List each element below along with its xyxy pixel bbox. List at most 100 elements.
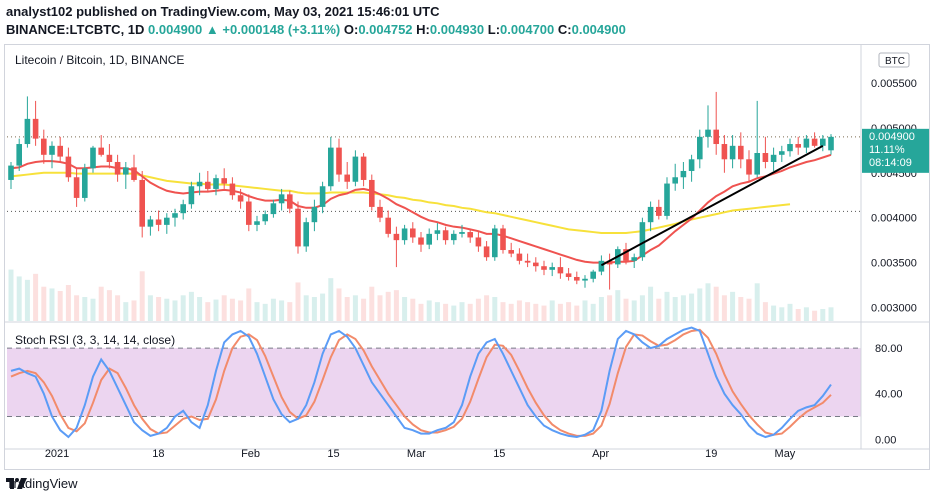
candle-body[interactable]: [106, 154, 113, 162]
chart-canvas[interactable]: Litecoin / Bitcoin, 1D, BINANCE Stoch RS…: [5, 45, 929, 469]
candle-body[interactable]: [262, 214, 268, 222]
candle-body[interactable]: [656, 206, 662, 216]
candle-body[interactable]: [770, 154, 777, 162]
candle-body[interactable]: [459, 232, 465, 234]
candle-body[interactable]: [820, 138, 826, 146]
candle-body[interactable]: [401, 228, 408, 241]
candle-body[interactable]: [221, 178, 227, 184]
candle-body[interactable]: [172, 213, 178, 218]
candle-body[interactable]: [672, 177, 678, 184]
candle-body[interactable]: [147, 219, 154, 227]
candle-body[interactable]: [713, 129, 719, 145]
candle-body[interactable]: [98, 147, 104, 155]
candle-body[interactable]: [303, 222, 309, 247]
trend-line[interactable]: [600, 144, 824, 267]
candle-body[interactable]: [246, 201, 252, 225]
candle-body[interactable]: [237, 195, 244, 202]
candle-body[interactable]: [360, 156, 367, 180]
candle-body[interactable]: [492, 228, 498, 258]
candle-body[interactable]: [475, 237, 482, 247]
candle-body[interactable]: [90, 147, 96, 169]
candle-body[interactable]: [582, 278, 588, 281]
candle-body[interactable]: [278, 194, 285, 204]
candle-body[interactable]: [196, 181, 203, 187]
candle-body[interactable]: [114, 161, 121, 175]
candle-body[interactable]: [336, 147, 342, 175]
candle-body[interactable]: [229, 183, 236, 196]
candle-body[interactable]: [631, 257, 637, 261]
candle-body[interactable]: [664, 183, 670, 216]
candle-body[interactable]: [746, 159, 752, 175]
candle-body[interactable]: [811, 138, 818, 146]
candle-body[interactable]: [73, 177, 80, 198]
candle-body[interactable]: [139, 179, 145, 227]
candle-body[interactable]: [705, 129, 711, 137]
tradingview-footer[interactable]: TradingView: [6, 476, 78, 491]
candle-body[interactable]: [697, 136, 703, 160]
candle-body[interactable]: [483, 246, 490, 258]
candle-body[interactable]: [549, 267, 555, 270]
candle-body[interactable]: [524, 260, 531, 263]
candle-body[interactable]: [565, 273, 572, 277]
candle-body[interactable]: [213, 178, 219, 189]
candle-body[interactable]: [205, 181, 211, 189]
candle-body[interactable]: [451, 233, 457, 241]
candle-body[interactable]: [779, 151, 785, 155]
candle-body[interactable]: [41, 138, 47, 155]
candle-body[interactable]: [254, 221, 260, 225]
candle-body[interactable]: [82, 168, 88, 198]
candle-body[interactable]: [385, 217, 391, 234]
candle-body[interactable]: [729, 145, 736, 160]
candle-body[interactable]: [828, 136, 834, 151]
candle-body[interactable]: [738, 145, 744, 160]
candle-body[interactable]: [24, 118, 31, 145]
candle-body[interactable]: [426, 233, 432, 245]
candle-body[interactable]: [188, 186, 195, 205]
candle-body[interactable]: [680, 170, 687, 178]
candle-body[interactable]: [688, 159, 695, 171]
candle-body[interactable]: [590, 271, 596, 279]
candle-body[interactable]: [16, 144, 22, 166]
candle-body[interactable]: [352, 156, 359, 182]
candle-body[interactable]: [598, 260, 605, 272]
candle-body[interactable]: [57, 145, 63, 157]
candle-body[interactable]: [623, 249, 629, 261]
candle-body[interactable]: [377, 206, 383, 218]
candle-body[interactable]: [131, 167, 137, 180]
candle-body[interactable]: [721, 144, 728, 160]
candle-body[interactable]: [787, 144, 793, 152]
candle-body[interactable]: [467, 232, 473, 238]
price-pane[interactable]: Litecoin / Bitcoin, 1D, BINANCE: [7, 53, 861, 321]
candle-body[interactable]: [557, 267, 564, 274]
candle-body[interactable]: [574, 276, 580, 281]
candle-body[interactable]: [344, 174, 350, 182]
candle-body[interactable]: [155, 219, 162, 225]
candle-body[interactable]: [508, 250, 514, 254]
candle-body[interactable]: [803, 138, 810, 148]
candle-body[interactable]: [762, 153, 769, 162]
candle-body[interactable]: [8, 165, 14, 180]
candle-body[interactable]: [319, 186, 326, 207]
candle-body[interactable]: [418, 237, 424, 245]
candle-body[interactable]: [516, 253, 523, 261]
candle-body[interactable]: [49, 145, 55, 155]
candle-body[interactable]: [639, 222, 646, 258]
candle-body[interactable]: [180, 204, 186, 214]
candle-body[interactable]: [295, 208, 301, 247]
currency-badge[interactable]: [878, 52, 910, 68]
candle-body[interactable]: [541, 266, 547, 270]
candle-body[interactable]: [369, 179, 375, 207]
candle-body[interactable]: [311, 206, 318, 223]
candle-body[interactable]: [606, 260, 613, 265]
candle-body[interactable]: [434, 230, 441, 234]
candle-body[interactable]: [123, 167, 129, 175]
candle-body[interactable]: [393, 233, 400, 241]
candle-body[interactable]: [754, 153, 760, 175]
candle-body[interactable]: [410, 228, 416, 238]
candle-body[interactable]: [795, 144, 801, 148]
chart-frame[interactable]: Litecoin / Bitcoin, 1D, BINANCE Stoch RS…: [4, 44, 930, 470]
candle-body[interactable]: [442, 230, 449, 241]
candle-body[interactable]: [65, 156, 72, 178]
candle-body[interactable]: [32, 118, 39, 139]
candle-body[interactable]: [500, 228, 506, 251]
